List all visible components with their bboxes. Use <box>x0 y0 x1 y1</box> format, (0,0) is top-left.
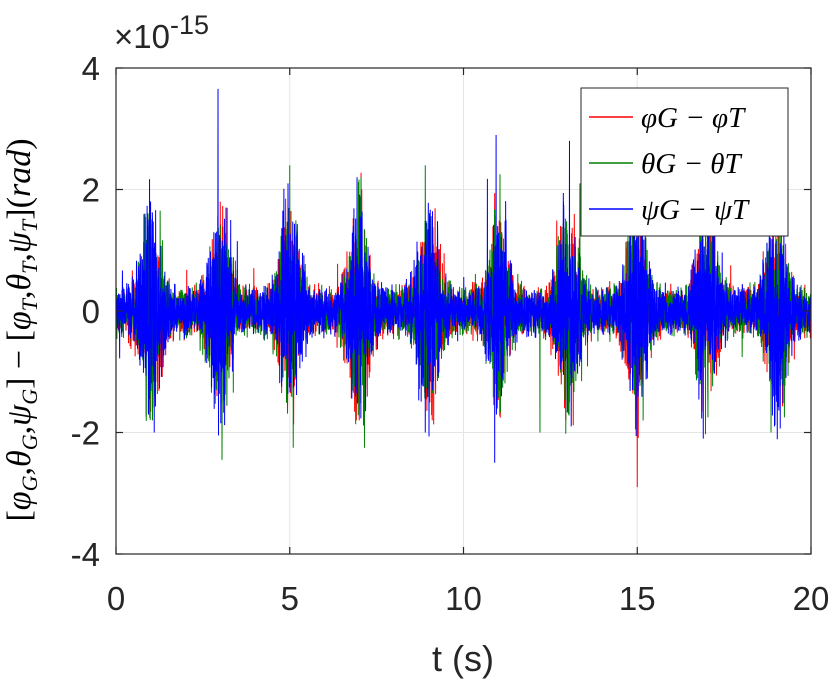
series-line-3 <box>116 88 811 463</box>
legend-label-1: φG − φT <box>641 102 746 134</box>
x-tick-label: 5 <box>281 580 299 617</box>
x-tick-label: 0 <box>107 580 125 617</box>
y-exponent: ×10-15 <box>114 10 209 55</box>
legend-label-2: θG − θT <box>641 148 743 180</box>
x-axis-label: t (s) <box>432 638 494 679</box>
y-axis-label-math: [φG,θG,ψG] − [φT,θT,ψT](rad) <box>1 138 42 521</box>
x-tick-label: 20 <box>793 580 830 617</box>
legend: φG − φT θG − θT ψG − ψT <box>580 87 789 237</box>
legend-label-3: ψG − ψT <box>641 194 750 226</box>
y-tick-label: 4 <box>82 50 100 87</box>
y-tick-label: 2 <box>82 172 100 209</box>
y-tick-label: 0 <box>82 293 100 330</box>
y-exponent-base: ×10 <box>114 18 170 55</box>
series-layer <box>116 88 811 488</box>
x-tick-label: 15 <box>619 580 656 617</box>
legend-box <box>580 87 789 237</box>
y-exponent-power: -15 <box>170 10 209 40</box>
ticks: 0 5 10 15 20 -4 -2 0 2 4 <box>71 50 830 617</box>
y-tick-label: -2 <box>71 415 100 452</box>
y-tick-label: -4 <box>71 536 100 573</box>
y-axis-label: [φG,θG,ψG] − [φT,θT,ψT](rad) <box>1 138 42 521</box>
x-tick-label: 10 <box>445 580 482 617</box>
